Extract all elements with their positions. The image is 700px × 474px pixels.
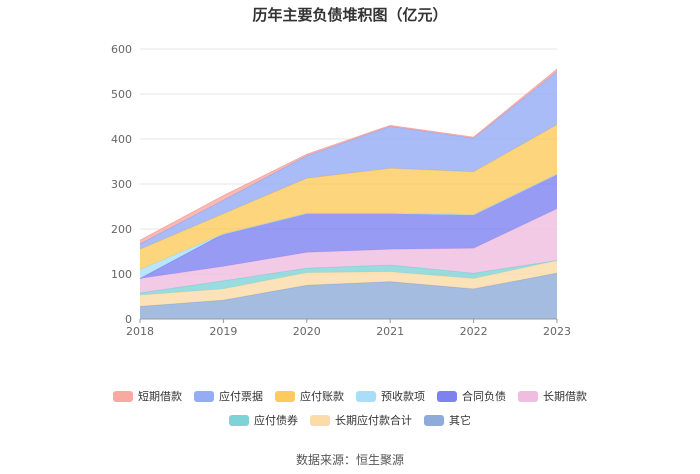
legend-item[interactable]: 短期借款 xyxy=(113,388,182,404)
legend-swatch xyxy=(113,390,133,402)
y-tick-label: 0 xyxy=(125,313,132,326)
x-tick-label: 2022 xyxy=(460,325,488,338)
legend-item[interactable]: 应付账款 xyxy=(275,388,344,404)
legend-item[interactable]: 应付票据 xyxy=(194,388,263,404)
x-tick-label: 2023 xyxy=(543,325,571,338)
legend-item[interactable]: 长期应付款合计 xyxy=(310,412,412,428)
legend-label: 合同负债 xyxy=(462,390,506,403)
legend-swatch xyxy=(194,390,214,402)
legend-swatch xyxy=(437,390,457,402)
legend-item[interactable]: 应付债券 xyxy=(229,412,298,428)
legend-label: 其它 xyxy=(449,414,471,427)
area-长期应付款合计 xyxy=(140,260,557,307)
legend-label: 应付债券 xyxy=(254,414,298,427)
y-tick-label: 100 xyxy=(111,268,132,281)
x-tick-label: 2020 xyxy=(293,325,321,338)
legend-swatch xyxy=(518,390,538,402)
legend-label: 短期借款 xyxy=(138,390,182,403)
area-应付票据 xyxy=(140,71,557,250)
legend-item[interactable]: 预收款项 xyxy=(356,388,425,404)
legend-swatch xyxy=(310,414,330,426)
legend-item[interactable]: 长期借款 xyxy=(518,388,587,404)
legend-swatch xyxy=(424,414,444,426)
area-应付账款 xyxy=(140,124,557,270)
legend-label: 应付票据 xyxy=(219,390,263,403)
x-tick-label: 2019 xyxy=(209,325,237,338)
data-source: 数据来源：恒生聚源 xyxy=(295,453,404,467)
legend-swatch xyxy=(229,414,249,426)
legend-label: 长期借款 xyxy=(543,390,587,403)
y-tick-label: 600 xyxy=(111,43,132,56)
area-其它 xyxy=(140,273,557,319)
y-tick-label: 300 xyxy=(111,178,132,191)
legend-swatch xyxy=(275,390,295,402)
legend-swatch xyxy=(356,390,376,402)
area-合同负债 xyxy=(140,174,557,279)
y-tick-label: 200 xyxy=(111,223,132,236)
legend-label: 应付账款 xyxy=(300,390,344,403)
x-tick-label: 2021 xyxy=(376,325,404,338)
legend-label: 预收款项 xyxy=(381,390,425,403)
area-应付债券 xyxy=(140,260,557,296)
chart-title: 历年主要负债堆积图（亿元） xyxy=(252,6,448,24)
chart-legend: 短期借款 应付票据 应付账款 预收款项 合同负债 长期借款应付债券 长期应付款合计 其它 xyxy=(110,388,590,428)
legend-item[interactable]: 其它 xyxy=(424,412,471,428)
legend-label: 长期应付款合计 xyxy=(335,414,412,427)
legend-item[interactable]: 合同负债 xyxy=(437,388,506,404)
x-tick-label: 2018 xyxy=(126,325,154,338)
y-tick-label: 500 xyxy=(111,88,132,101)
y-tick-label: 400 xyxy=(111,133,132,146)
series-line-短期借款 xyxy=(139,68,558,241)
